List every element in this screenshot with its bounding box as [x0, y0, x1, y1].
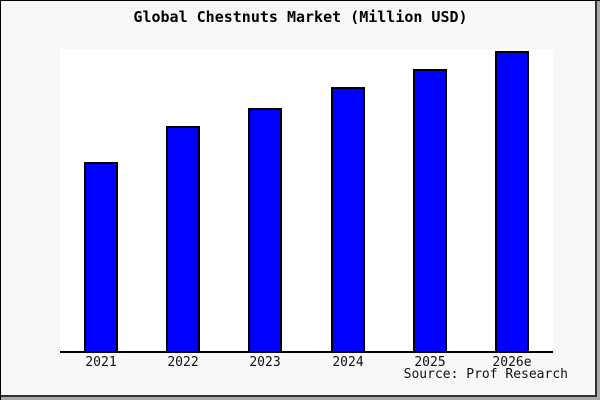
x-tick-label-2021: 2021 [85, 355, 117, 370]
x-tick-label-2022: 2022 [167, 355, 199, 370]
bar-2025 [413, 69, 447, 351]
bar-2024 [331, 87, 365, 351]
bar-2022 [166, 126, 200, 351]
x-tick-label-2023: 2023 [249, 355, 281, 370]
source-credit: Source: Prof Research [403, 367, 568, 382]
bar-2026e [495, 51, 529, 351]
x-tick-label-2024: 2024 [332, 355, 364, 370]
bar-2023 [248, 108, 282, 351]
chart-title: Global Chestnuts Market (Million USD) [133, 8, 468, 26]
plot-area [60, 49, 553, 353]
bar-2021 [84, 162, 118, 351]
